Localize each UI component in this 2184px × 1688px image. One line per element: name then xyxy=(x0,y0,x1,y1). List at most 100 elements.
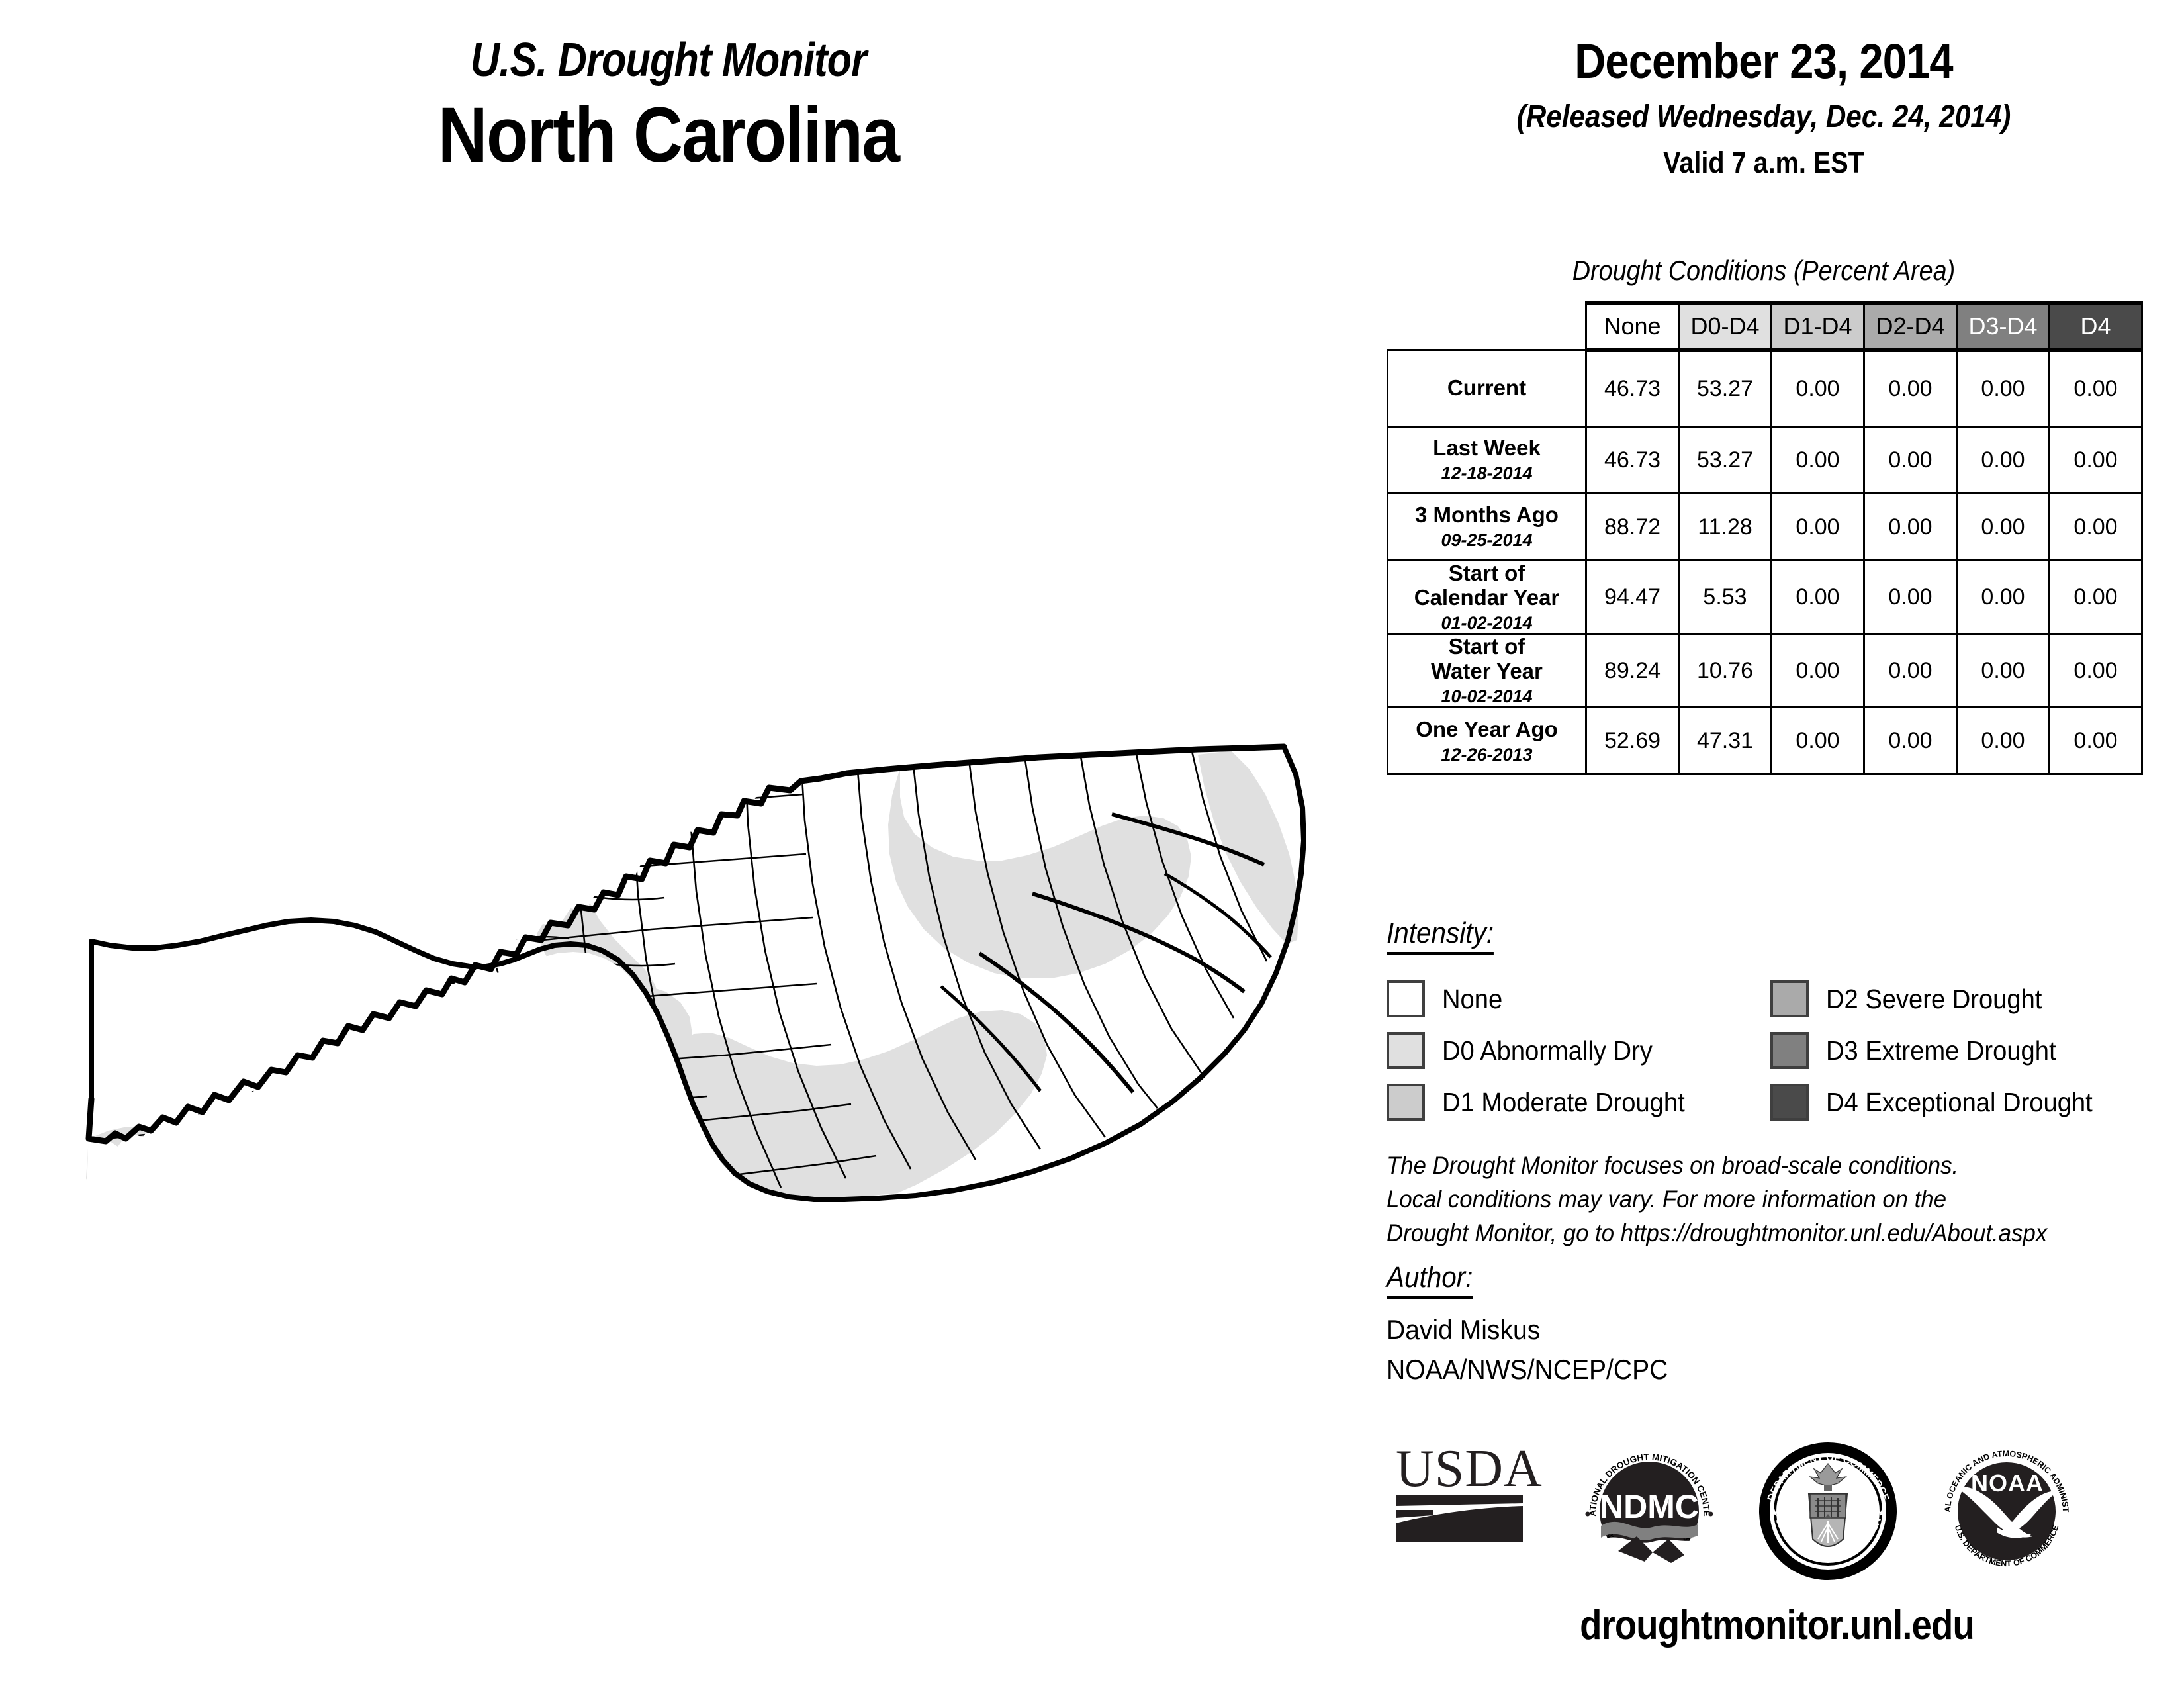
table-body: Current 46.73 53.27 0.00 0.00 0.00 0.00 Last We… xyxy=(1387,349,2143,776)
table-row: 3 Months Ago 09-25-2014 88.72 11.28 0.00 0.00… xyxy=(1387,492,2143,561)
svg-text:USDA: USDA xyxy=(1396,1440,1543,1498)
table-cell: 0.00 xyxy=(1956,349,2050,428)
table-cell: 46.73 xyxy=(1585,349,1680,428)
table-cell: 0.00 xyxy=(1863,706,1958,776)
disclaimer-line-2: Local conditions may vary. For more info… xyxy=(1387,1186,1947,1213)
table-col-header-none: None xyxy=(1585,301,1680,352)
legend-swatch xyxy=(1387,1032,1425,1069)
legend-label: None xyxy=(1442,983,1503,1014)
legend-item: None xyxy=(1387,980,1770,1017)
legend-label: D4 Exceptional Drought xyxy=(1826,1086,2093,1117)
ndmc-logo: NATIONAL DROUGHT MITIGATION CENTER UNIVE… xyxy=(1578,1440,1713,1582)
table-row: Current 46.73 53.27 0.00 0.00 0.00 0.00 xyxy=(1387,349,2143,428)
svg-text:★: ★ xyxy=(1878,1507,1886,1518)
table-row: One Year Ago 12-26-2013 52.69 47.31 0.00 0.00… xyxy=(1387,706,2143,776)
table-row: Start of Water Year 10-02-2014 89.24 10.76 0.… xyxy=(1387,633,2143,709)
table-corner-cell xyxy=(1388,303,1586,350)
table-cell: 0.00 xyxy=(1956,559,2050,635)
legend-item: D2 Severe Drought xyxy=(1770,980,2148,1017)
table-cell: 0.00 xyxy=(2048,349,2143,428)
legend-item: D1 Moderate Drought xyxy=(1387,1084,1770,1121)
table-row-date: 12-18-2014 xyxy=(1441,463,1533,484)
program-title: U.S. Drought Monitor xyxy=(470,34,867,87)
agency-logo-row: USDA NATIONAL DROUGHT MITIGATION CENTER … xyxy=(1387,1440,2167,1585)
disclaimer-line-1: The Drought Monitor focuses on broad-sca… xyxy=(1387,1152,1959,1179)
release-date: (Released Wednesday, Dec. 24, 2014) xyxy=(1516,99,2011,134)
table-header-row: None D0-D4 D1-D4 D2-D4 D3-D4 D4 xyxy=(1388,301,2143,352)
legend-label: D3 Extreme Drought xyxy=(1826,1035,2056,1066)
table-cell: 0.00 xyxy=(1770,426,1865,494)
valid-time: Valid 7 a.m. EST xyxy=(1663,146,1864,179)
table-cell: 0.00 xyxy=(1770,706,1865,776)
table-cell: 5.53 xyxy=(1678,559,1772,635)
legend-label: D0 Abnormally Dry xyxy=(1442,1035,1653,1066)
valid-date: December 23, 2014 xyxy=(1574,34,1953,89)
table-cell: 52.69 xyxy=(1585,706,1680,776)
table-cell: 0.00 xyxy=(1956,426,2050,494)
table-row-label: Start of Calendar Year 01-02-2014 xyxy=(1387,559,1587,635)
legend-swatch xyxy=(1387,1084,1425,1121)
map-state-outline xyxy=(85,743,1306,1202)
author-organization: NOAA/NWS/NCEP/CPC xyxy=(1387,1354,1668,1385)
table-cell: 0.00 xyxy=(1956,633,2050,709)
legend-swatch xyxy=(1770,1084,1809,1121)
table-cell: 11.28 xyxy=(1678,492,1772,561)
north-carolina-drought-map xyxy=(79,675,1324,1244)
table-row: Last Week 12-18-2014 46.73 53.27 0.00 0.00 0.0… xyxy=(1387,426,2143,494)
state-title: North Carolina xyxy=(437,91,900,179)
map-svg xyxy=(85,743,1306,1215)
table-cell: 0.00 xyxy=(1863,492,1958,561)
table-cell: 89.24 xyxy=(1585,633,1680,709)
table-cell: 0.00 xyxy=(1770,492,1865,561)
intensity-heading: Intensity: xyxy=(1387,917,1494,955)
svg-text:★: ★ xyxy=(1770,1507,1779,1518)
legend-swatch xyxy=(1770,1032,1809,1069)
table-col-header-d1-d4: D1-D4 xyxy=(1770,301,1865,352)
table-cell: 0.00 xyxy=(1863,559,1958,635)
table-cell: 94.47 xyxy=(1585,559,1680,635)
table-row-label: Last Week 12-18-2014 xyxy=(1387,426,1587,494)
table-cell: 47.31 xyxy=(1678,706,1772,776)
author-heading: Author: xyxy=(1387,1261,1473,1299)
table-row-label: Current xyxy=(1387,349,1587,428)
table-cell: 0.00 xyxy=(2048,633,2143,709)
table-col-header-d4: D4 xyxy=(2048,301,2143,352)
legend-swatch xyxy=(1387,980,1425,1017)
table-caption: Drought Conditions (Percent Area) xyxy=(1572,255,1956,286)
table-col-header-d2-d4: D2-D4 xyxy=(1863,301,1958,352)
table-cell: 0.00 xyxy=(1770,559,1865,635)
legend-item: D4 Exceptional Drought xyxy=(1770,1084,2148,1121)
author-name: David Miskus xyxy=(1387,1314,1541,1345)
table-cell: 0.00 xyxy=(2048,706,2143,776)
drought-conditions-table: None D0-D4 D1-D4 D2-D4 D3-D4 D4 Current 46.73 5… xyxy=(1387,301,2143,776)
table-row-date: 10-02-2014 xyxy=(1441,686,1533,707)
table-cell: 0.00 xyxy=(1956,492,2050,561)
d0-region-outer-banks xyxy=(1198,751,1298,944)
d0-region-southeast xyxy=(662,1010,1047,1215)
table-col-header-d0-d4: D0-D4 xyxy=(1678,301,1772,352)
table-cell: 0.00 xyxy=(1863,349,1958,428)
title-block: U.S. Drought Monitor North Carolina xyxy=(278,36,1059,177)
table-cell: 0.00 xyxy=(1770,633,1865,709)
table-row-label: 3 Months Ago 09-25-2014 xyxy=(1387,492,1587,561)
table-cell: 0.00 xyxy=(2048,559,2143,635)
legend-swatch xyxy=(1770,980,1809,1017)
legend-item: D0 Abnormally Dry xyxy=(1387,1032,1770,1069)
noaa-logo: NATIONAL OCEANIC AND ATMOSPHERIC ADMINIS… xyxy=(1936,1440,2070,1568)
legend-label: D1 Moderate Drought xyxy=(1442,1086,1685,1117)
table-cell: 53.27 xyxy=(1678,426,1772,494)
usda-logo: USDA xyxy=(1396,1440,1543,1542)
table-col-header-d3-d4: D3-D4 xyxy=(1956,301,2050,352)
table-row-date: 12-26-2013 xyxy=(1441,744,1533,765)
legend-item: D3 Extreme Drought xyxy=(1770,1032,2148,1069)
table-cell: 10.76 xyxy=(1678,633,1772,709)
table-cell: 0.00 xyxy=(1863,633,1958,709)
svg-text:NOAA: NOAA xyxy=(1971,1470,2044,1497)
table-cell: 0.00 xyxy=(1863,426,1958,494)
table-cell: 0.00 xyxy=(1770,349,1865,428)
legend-label: D2 Severe Drought xyxy=(1826,983,2042,1014)
svg-text:NDMC: NDMC xyxy=(1600,1488,1699,1525)
department-of-commerce-seal: DEPARTMENT OF COMMERCE UNITED STATES OF … xyxy=(1759,1442,1897,1580)
disclaimer-line-3: Drought Monitor, go to https://droughtmo… xyxy=(1387,1219,2048,1247)
table-row-date: 09-25-2014 xyxy=(1441,530,1533,551)
